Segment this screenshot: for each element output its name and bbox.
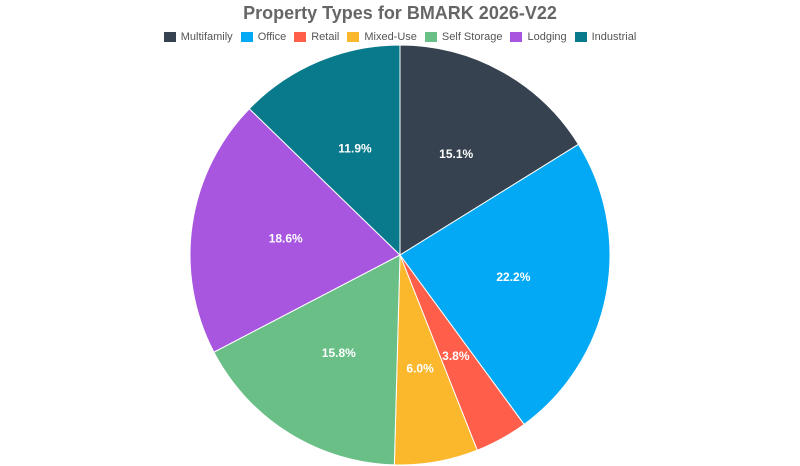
legend-swatch xyxy=(294,32,307,42)
pie-slice-lodging[interactable] xyxy=(189,108,401,353)
pie-slice-office[interactable] xyxy=(399,143,611,426)
legend-swatch xyxy=(574,32,587,42)
pie-slice-multifamily[interactable] xyxy=(399,44,580,256)
pie-slice-industrial[interactable] xyxy=(248,44,401,257)
legend-item-industrial[interactable]: Industrial xyxy=(574,31,637,43)
slice-label-office: 22.2% xyxy=(496,270,530,284)
legend-label: Retail xyxy=(311,31,340,43)
legend-item-mixed-use[interactable]: Mixed-Use xyxy=(347,31,417,43)
slice-label-multifamily: 15.1% xyxy=(439,147,473,161)
legend-swatch xyxy=(163,32,176,42)
legend-label: Office xyxy=(257,31,287,43)
legend-label: Industrial xyxy=(591,31,637,43)
legend-label: Mixed-Use xyxy=(364,31,417,43)
legend-item-self-storage[interactable]: Self Storage xyxy=(424,31,503,43)
legend-swatch xyxy=(510,32,523,42)
legend-label: Multifamily xyxy=(180,31,233,43)
legend-swatch xyxy=(424,32,437,42)
slice-label-mixed-use: 6.0% xyxy=(406,362,434,376)
legend-swatch xyxy=(347,32,360,42)
legend-item-lodging[interactable]: Lodging xyxy=(510,31,567,43)
legend-swatch xyxy=(240,32,253,42)
legend-label: Self Storage xyxy=(441,31,503,43)
slice-label-retail: 3.8% xyxy=(442,349,470,363)
legend-item-retail[interactable]: Retail xyxy=(294,31,339,43)
legend-item-multifamily[interactable]: Multifamily xyxy=(163,31,233,43)
chart-title: Property Types for BMARK 2026-V22 xyxy=(243,3,557,23)
slice-label-lodging: 18.6% xyxy=(269,231,303,245)
slice-label-industrial: 11.9% xyxy=(338,142,372,156)
slice-label-self-storage: 15.8% xyxy=(322,346,356,360)
legend: Multifamily Office Retail Mixed-Use Self… xyxy=(0,31,800,43)
legend-label: Lodging xyxy=(527,31,567,43)
pie-slice-self-storage[interactable] xyxy=(213,254,401,466)
legend-item-office[interactable]: Office xyxy=(240,31,287,43)
